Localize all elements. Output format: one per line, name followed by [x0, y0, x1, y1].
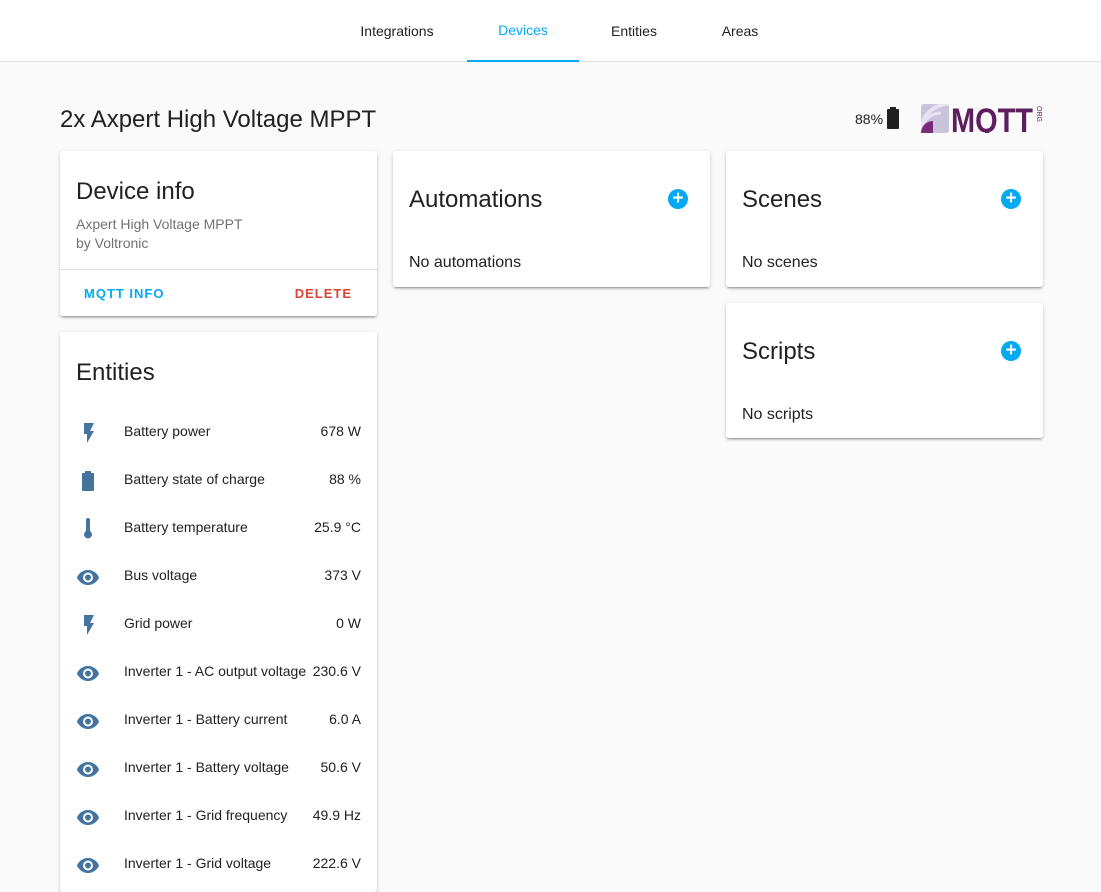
logo-text: MQTT [951, 104, 1033, 133]
entity-row[interactable]: Inverter 1 - Grid voltage 222.6 V [60, 841, 377, 889]
entity-row[interactable]: Battery temperature 25.9 °C [60, 505, 377, 553]
battery-level: 88% [855, 111, 884, 127]
automations-card: Automations + No automations [393, 151, 710, 287]
entity-value: 25.9 °C [314, 519, 361, 535]
entity-name: Battery temperature [124, 519, 248, 535]
entity-name: Inverter 1 - Grid voltage [124, 855, 272, 871]
eye-icon [77, 810, 99, 825]
entity-value: 6.0 A [329, 711, 361, 727]
entity-value: 222.6 V [312, 855, 361, 871]
flash-icon [84, 423, 94, 443]
entity-value: 50.6 V [320, 759, 361, 775]
eye-icon [77, 570, 99, 585]
mqtt-info-button[interactable]: MQTT INFO [84, 286, 165, 301]
tab-devices[interactable]: Devices [467, 0, 579, 62]
entity-row[interactable]: Inverter 1 - Battery current 6.0 A [60, 697, 377, 745]
add-script-button[interactable]: + [1001, 341, 1021, 361]
divider [60, 269, 377, 270]
delete-button[interactable]: DELETE [294, 286, 352, 301]
eye-icon [77, 762, 99, 777]
add-automation-button[interactable]: + [668, 189, 688, 209]
entity-value: 678 W [320, 423, 361, 439]
entity-value: 88 % [329, 471, 361, 487]
scenes-card: Scenes + No scenes [726, 151, 1043, 287]
device-manufacturer: by Voltronic [76, 235, 149, 251]
top-tabs-bar: Integrations Devices Entities Areas [0, 0, 1101, 62]
tab-areas[interactable]: Areas [721, 23, 759, 39]
svg-text:ORG: ORG [1035, 106, 1042, 122]
page-title: 2x Axpert High Voltage MPPT [60, 106, 377, 133]
entity-row[interactable]: Grid power 0 W [60, 601, 377, 649]
entity-value: 0 W [336, 615, 361, 631]
eye-icon [77, 858, 99, 873]
entities-heading: Entities [76, 359, 155, 386]
mqtt-logo: MQTT ORG [918, 102, 1044, 140]
entity-name: Inverter 1 - Battery voltage [124, 759, 289, 775]
scripts-card: Scripts + No scripts [726, 303, 1043, 438]
entity-name: Inverter 1 - Grid frequency [124, 807, 288, 823]
automations-heading: Automations [409, 186, 543, 213]
flash-icon [84, 615, 94, 635]
entity-row[interactable]: Battery power 678 W [60, 409, 377, 457]
add-scene-button[interactable]: + [1001, 189, 1021, 209]
thermometer-icon [84, 518, 92, 539]
entity-name: Battery power [124, 423, 211, 439]
eye-icon [77, 714, 99, 729]
entity-row[interactable]: Battery state of charge 88 % [60, 457, 377, 505]
scripts-empty: No scripts [742, 406, 814, 423]
device-model: Axpert High Voltage MPPT [76, 216, 243, 232]
scenes-empty: No scenes [742, 254, 818, 271]
entity-row[interactable]: Inverter 1 - Grid frequency 49.9 Hz [60, 793, 377, 841]
entities-card: Entities Battery power 678 W Battery state… [60, 332, 377, 892]
scenes-heading: Scenes [742, 186, 823, 213]
entity-name: Inverter 1 - Battery current [124, 711, 288, 727]
device-info-heading: Device info [76, 178, 195, 205]
entity-row[interactable]: Inverter 1 - AC output voltage 230.6 V [60, 649, 377, 697]
battery-icon [82, 471, 94, 491]
tab-integrations[interactable]: Integrations [360, 23, 434, 39]
entity-value: 373 V [324, 567, 361, 583]
tab-entities[interactable]: Entities [611, 23, 657, 39]
device-info-card: Device info Axpert High Voltage MPPT by … [60, 151, 377, 316]
entity-name: Bus voltage [124, 567, 198, 583]
entity-name: Battery state of charge [124, 471, 265, 487]
entity-row[interactable]: Bus voltage 373 V [60, 553, 377, 601]
entity-row[interactable]: Inverter 1 - Battery voltage 50.6 V [60, 745, 377, 793]
eye-icon [77, 666, 99, 681]
automations-empty: No automations [409, 254, 522, 271]
battery-icon [887, 107, 899, 129]
entity-value: 49.9 Hz [312, 807, 361, 823]
entity-name: Grid power [124, 615, 193, 631]
entity-name: Inverter 1 - AC output voltage [124, 663, 307, 679]
scripts-heading: Scripts [742, 338, 816, 365]
entity-value: 230.6 V [312, 663, 361, 679]
